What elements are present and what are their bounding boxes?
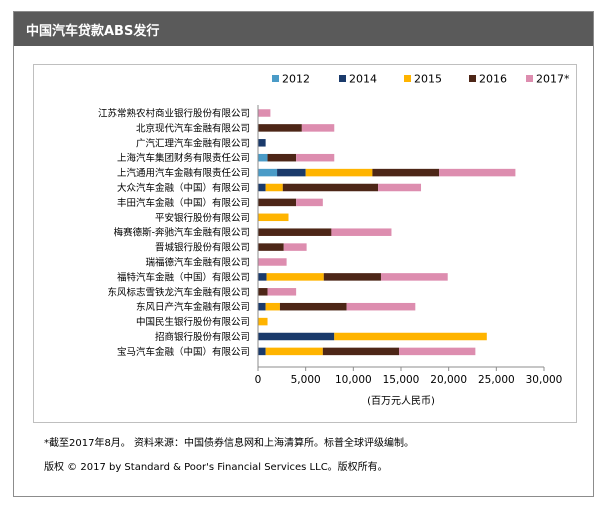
x-tick-label: 10,000	[335, 374, 372, 386]
title-bar: 中国汽车贷款ABS发行	[14, 12, 593, 46]
legend-label: 2012	[282, 73, 310, 86]
bar-segment-2016	[323, 273, 381, 281]
bar-segment-2015	[265, 302, 280, 311]
bar-segment-2014	[258, 302, 266, 311]
legend-label: 2017*	[536, 73, 570, 86]
category-label: 上海汽车集团财务有限责任公司	[117, 152, 250, 164]
bar-segment-2017	[296, 153, 335, 162]
category-label: 江苏常熟农村商业银行股份有限公司	[98, 108, 250, 120]
bar-segment-2017	[331, 228, 392, 236]
bar-segment-2015	[258, 213, 289, 222]
legend-item-2012: 2012	[272, 73, 310, 86]
x-axis-title: (百万元人民币)	[367, 395, 435, 407]
legend-label: 2016	[479, 73, 507, 86]
x-tick-label: 5,000	[291, 374, 321, 386]
category-label: 梅赛德斯-奔驰汽车金融有限公司	[114, 227, 250, 239]
bar-segment-2014	[258, 332, 335, 341]
x-tick-label: 20,000	[430, 374, 467, 386]
bar-segment-2012	[258, 153, 268, 162]
bar-segment-2014	[258, 139, 266, 147]
bar-segment-2015	[305, 168, 373, 177]
chart-title: 中国汽车贷款ABS发行	[26, 24, 160, 39]
bar-segment-2016	[258, 198, 297, 207]
bar-segment-2012	[258, 168, 278, 177]
bar-segment-2015	[334, 332, 487, 341]
bar-segment-2017	[346, 302, 416, 311]
bar-segment-2017	[296, 198, 323, 207]
bar-segment-2017	[380, 273, 448, 281]
bar-segment-2016	[258, 243, 284, 251]
x-tick-label: 0	[255, 374, 262, 386]
bar-segment-2017	[258, 109, 271, 117]
category-label: 北京现代汽车金融有限公司	[136, 122, 250, 134]
category-label: 福特汽车金融（中国）有限公司	[117, 271, 250, 283]
bar-segment-2014	[258, 273, 267, 281]
bar-segment-2017	[258, 258, 287, 266]
source-note: *截至2017年8月。 资料来源：中国债券信息网和上海清算所。标普全球评级编制。	[44, 438, 414, 449]
legend-swatch	[469, 75, 476, 82]
bar-segment-2017	[301, 124, 335, 132]
bar-segment-2016	[267, 153, 297, 162]
bar-segment-2016	[258, 124, 302, 132]
x-tick-label: 30,000	[526, 374, 563, 386]
bars	[258, 109, 516, 356]
category-label: 大众汽车金融（中国）有限公司	[117, 182, 250, 194]
category-label: 广汽汇理汽车金融有限公司	[136, 137, 250, 149]
x-tick-label: 15,000	[383, 374, 420, 386]
bar-segment-2014	[258, 347, 266, 356]
legend: 2012 2014 2015 2016 2017*	[272, 73, 570, 86]
legend-item-2016: 2016	[469, 73, 507, 86]
bar-segment-2017	[283, 243, 307, 251]
bar-segment-2016	[258, 228, 332, 236]
bar-segment-2015	[266, 273, 324, 281]
category-label: 宝马汽车金融（中国）有限公司	[117, 346, 250, 358]
x-axis: 0 5,000 10,000 15,000 20,000 25,000 30,000 (百万元…	[255, 105, 563, 407]
bar-segment-2016	[372, 168, 440, 177]
category-label: 丰田汽车金融（中国）有限公司	[117, 197, 250, 209]
legend-item-2014: 2014	[339, 73, 377, 86]
bar-segment-2015	[258, 317, 268, 326]
bar-segment-2015	[265, 347, 323, 356]
legend-label: 2015	[414, 73, 442, 86]
bar-segment-2014	[258, 183, 266, 192]
bar-segment-2016	[282, 183, 379, 192]
category-label: 招商银行股份有限公司	[155, 331, 250, 343]
category-label: 东风标志雪铁龙汽车金融有限公司	[107, 286, 250, 298]
bar-segment-2017	[378, 183, 422, 192]
legend-swatch	[526, 75, 533, 82]
category-label: 平安银行股份有限公司	[155, 212, 250, 224]
category-label: 东风日产汽车金融有限公司	[136, 301, 250, 313]
x-tick-label: 25,000	[478, 374, 515, 386]
bar-segment-2016	[322, 347, 400, 356]
legend-swatch	[272, 75, 279, 82]
category-label: 上汽通用汽车金融有限责任公司	[117, 167, 250, 179]
legend-label: 2014	[349, 73, 377, 86]
bar-segment-2017	[439, 168, 516, 177]
chart-frame: 中国汽车贷款ABS发行 *截至2017年8月。 资料来源：中国债券信息网和上海清…	[13, 11, 594, 497]
plot-box	[33, 64, 577, 423]
category-label: 中国民生银行股份有限公司	[136, 316, 250, 328]
bar-segment-2016	[258, 288, 268, 296]
copyright-text: 版权 © 2017 by Standard & Poor's Financial…	[44, 462, 388, 473]
category-label: 瑞福德汽车金融有限公司	[145, 257, 250, 269]
bar-segment-2016	[279, 302, 347, 311]
legend-item-2017: 2017*	[526, 73, 570, 86]
bar-segment-2015	[265, 183, 283, 192]
bar-segment-2017	[399, 347, 476, 356]
legend-swatch	[339, 75, 346, 82]
category-labels: 江苏常熟农村商业银行股份有限公司北京现代汽车金融有限公司广汽汇理汽车金融有限公司…	[98, 108, 250, 358]
bar-segment-2017	[267, 288, 297, 296]
legend-item-2015: 2015	[404, 73, 442, 86]
category-label: 晋城银行股份有限公司	[155, 242, 250, 254]
bar-segment-2014	[277, 168, 306, 177]
legend-swatch	[404, 75, 411, 82]
